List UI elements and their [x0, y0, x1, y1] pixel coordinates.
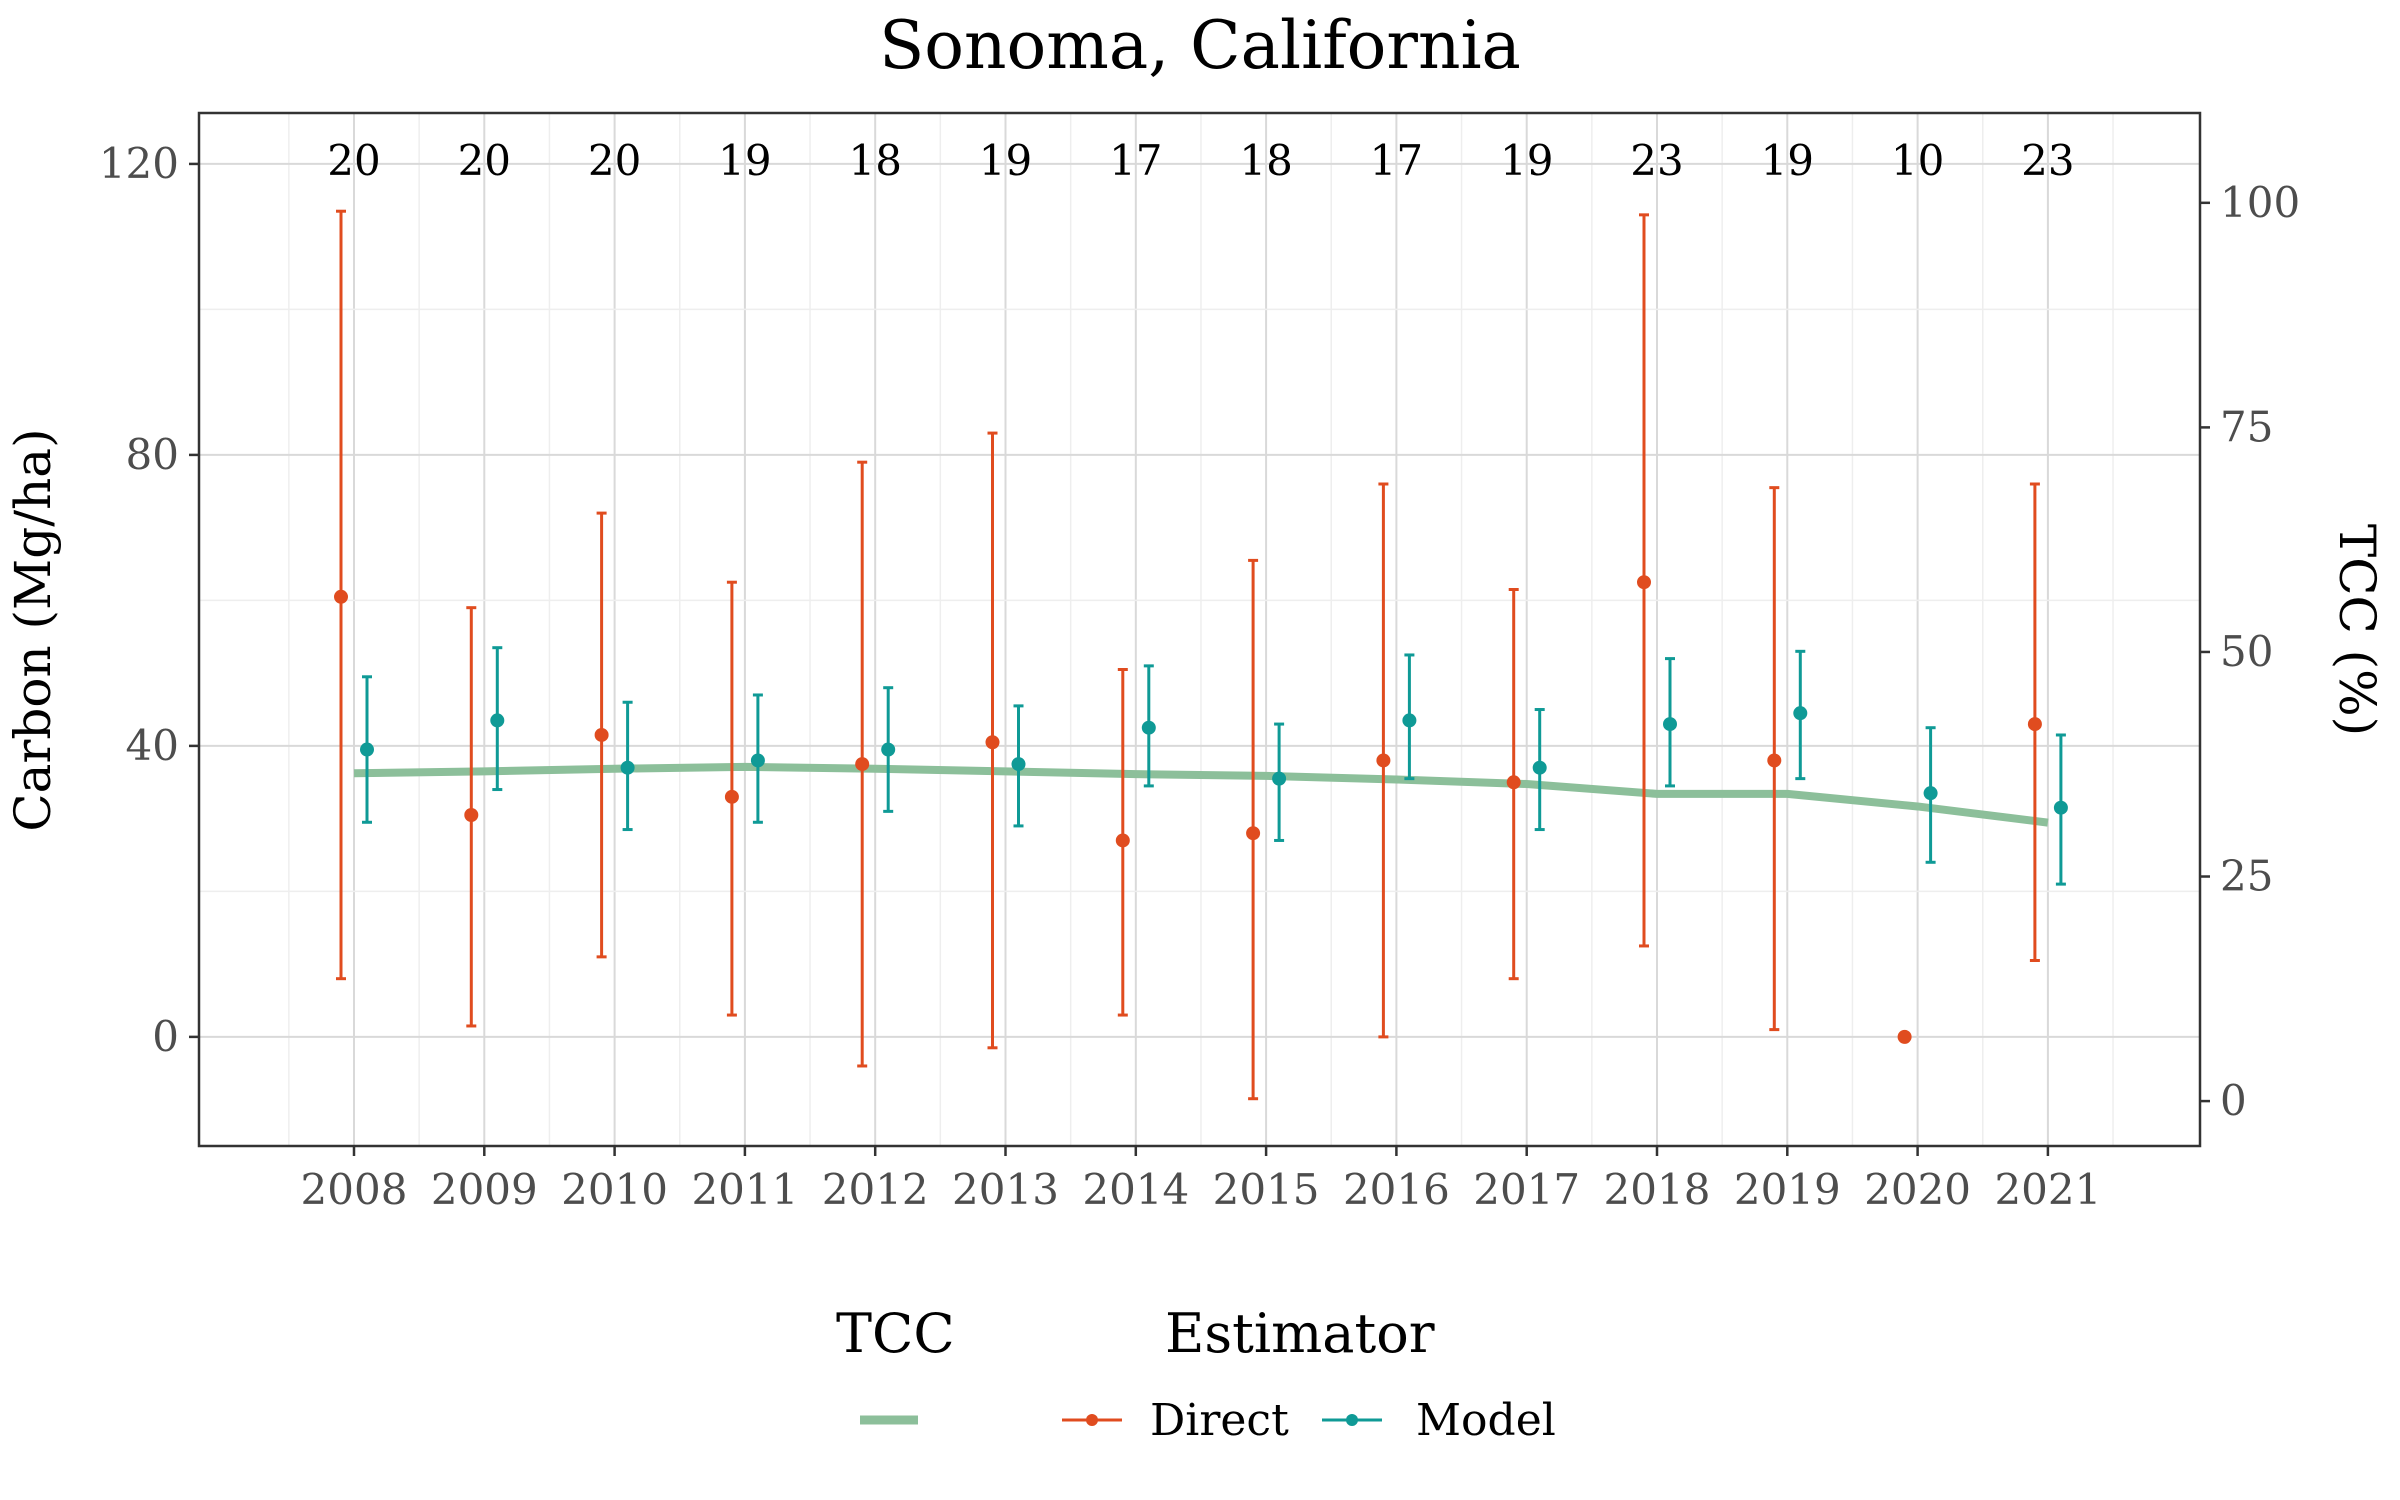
y-axis-title: Carbon (Mg/ha)	[4, 428, 62, 831]
x-tick-label: 2016	[1343, 1165, 1450, 1214]
n-label: 19	[1500, 136, 1553, 185]
tcc-line	[353, 762, 2049, 827]
model-point	[1923, 786, 1938, 801]
n-label: 20	[327, 136, 380, 185]
y2-axis-title: TCC (%)	[2328, 524, 2386, 736]
model-point	[1402, 713, 1417, 728]
y-tick-label: 80	[126, 430, 179, 479]
legend-key-direct	[1062, 1414, 1122, 1426]
direct-point	[985, 735, 1000, 750]
model-point	[1663, 717, 1677, 732]
x-tick-label: 2019	[1734, 1165, 1841, 1214]
n-label: 23	[2021, 136, 2074, 185]
n-label: 20	[588, 136, 641, 185]
x-tick-label: 2021	[1994, 1165, 2101, 1214]
n-label: 18	[848, 136, 901, 185]
x-axis: 2008 2009 2010 2011 2012 2013 2014 2015 2016 2017…	[301, 1146, 2101, 1214]
y2-tick-label: 0	[2220, 1076, 2247, 1125]
x-tick-label: 2012	[822, 1165, 929, 1214]
x-tick-label: 2020	[1864, 1165, 1971, 1214]
y-tick-label: 0	[152, 1012, 179, 1061]
n-label: 23	[1630, 136, 1683, 185]
direct-point	[1115, 833, 1130, 848]
x-tick-label: 2018	[1604, 1165, 1711, 1214]
legend-label-direct: Direct	[1150, 1395, 1289, 1446]
y2-tick-label: 25	[2220, 852, 2273, 901]
direct-point	[724, 789, 739, 804]
direct-point	[1767, 753, 1782, 768]
model-point	[1141, 720, 1156, 735]
direct-point	[334, 589, 348, 604]
y2-tick-label: 100	[2220, 178, 2300, 227]
y-axis: 0 40 80 120	[99, 139, 199, 1061]
legend-title-tcc: TCC	[836, 1302, 955, 1365]
direct-point	[1246, 826, 1261, 841]
legend-key-model	[1322, 1414, 1382, 1426]
direct-point	[1637, 575, 1651, 590]
model-point	[2053, 800, 2068, 815]
direct-point	[464, 808, 479, 823]
x-tick-label: 2008	[301, 1165, 408, 1214]
n-label: 17	[1109, 136, 1162, 185]
x-tick-label: 2015	[1213, 1165, 1320, 1214]
series-layer	[334, 209, 2068, 1101]
n-label: 17	[1370, 136, 1423, 185]
model-point	[1532, 760, 1547, 775]
model-point	[360, 742, 374, 757]
n-labels: 20 20 20 19 18 19 17 18 17 19 23 19 10 23	[327, 136, 2074, 185]
legend: TCC Estimator Direct Model	[836, 1302, 1556, 1446]
direct-point	[594, 727, 609, 742]
y2-axis: 0 25 50 75 100	[2200, 178, 2300, 1125]
chart-title: Sonoma, California	[879, 7, 1521, 84]
model-point	[750, 753, 765, 768]
legend-label-model: Model	[1416, 1395, 1556, 1446]
direct-point	[2027, 717, 2042, 732]
n-label: 19	[1761, 136, 1814, 185]
n-label: 20	[458, 136, 511, 185]
tcc-layer	[353, 762, 2049, 827]
model-point	[490, 713, 505, 728]
n-label: 19	[718, 136, 771, 185]
model-point	[881, 742, 896, 757]
direct-point	[1506, 775, 1521, 790]
model-point	[1272, 771, 1287, 786]
x-tick-label: 2013	[952, 1165, 1059, 1214]
x-tick-label: 2009	[431, 1165, 538, 1214]
model-point	[620, 760, 635, 775]
y-tick-label: 40	[126, 721, 179, 770]
x-tick-label: 2017	[1473, 1165, 1580, 1214]
model-point	[1011, 757, 1026, 772]
model-point	[1793, 706, 1808, 721]
plot-panel-border	[197, 111, 2202, 1148]
n-label: 18	[1239, 136, 1292, 185]
y2-tick-label: 75	[2220, 402, 2273, 451]
direct-point	[855, 757, 870, 772]
direct-point	[1897, 1029, 1912, 1044]
y-tick-label: 120	[99, 139, 179, 188]
x-tick-label: 2010	[561, 1165, 668, 1214]
n-label: 10	[1891, 136, 1944, 185]
x-tick-label: 2014	[1082, 1165, 1189, 1214]
direct-point	[1376, 753, 1391, 768]
n-label: 19	[979, 136, 1032, 185]
legend-title-estimator: Estimator	[1165, 1302, 1435, 1365]
y2-tick-label: 50	[2220, 627, 2273, 676]
grid	[199, 113, 2200, 1146]
x-tick-label: 2011	[691, 1165, 798, 1214]
